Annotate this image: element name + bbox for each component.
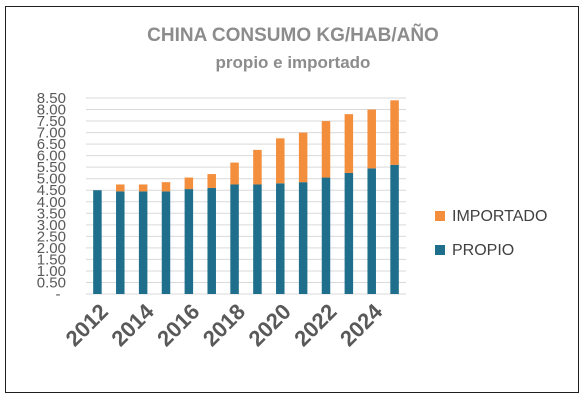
x-tick-label: 2022 (289, 299, 341, 351)
chart-subtitle: propio e importado (216, 53, 371, 72)
y-tick-label: 0.50 (37, 274, 66, 291)
bar-propio-2013 (116, 191, 125, 294)
bar-propio-2025 (390, 164, 399, 294)
bar-importado-2022 (321, 121, 331, 178)
bar-propio-2018 (230, 184, 239, 294)
y-tick-label: 8.00 (37, 102, 66, 119)
y-tick-label: 3.50 (37, 205, 66, 222)
bar-importado-2017 (207, 174, 216, 188)
y-tick-label: 2.00 (37, 240, 66, 257)
y-tick-label: 1.00 (37, 263, 66, 280)
bar-propio-2021 (298, 182, 308, 294)
y-tick-label: 4.50 (37, 182, 66, 199)
bar-propio-2023 (344, 172, 354, 294)
bar-importado-2015 (161, 182, 171, 192)
x-tick-label: 2018 (198, 299, 250, 351)
bar-importado-2019 (253, 149, 262, 185)
y-tick-label: - (56, 286, 61, 303)
chart-frame: CHINA CONSUMO KG/HAB/AÑO propio e import… (5, 6, 579, 393)
bar-propio-2022 (321, 177, 331, 294)
bar-importado-2021 (298, 132, 308, 183)
y-tick-label: 1.50 (37, 251, 66, 268)
x-tick-label: 2020 (244, 299, 296, 351)
bar-propio-2020 (276, 183, 285, 294)
chart-title: CHINA CONSUMO KG/HAB/AÑO (147, 24, 439, 46)
bar-propio-2019 (253, 184, 262, 294)
bar-propio-2015 (161, 191, 171, 294)
legend-swatch-importado (435, 211, 445, 221)
y-tick-label: 2.50 (37, 228, 66, 245)
bar-propio-2016 (184, 189, 194, 294)
gridlines (86, 97, 406, 295)
bar-importado-2016 (184, 177, 194, 190)
legend-swatch-propio (435, 245, 445, 255)
y-tick-label: 3.00 (37, 217, 66, 234)
bar-propio-2024 (367, 168, 376, 294)
legend-label-importado: IMPORTADO (452, 208, 547, 225)
y-tick-label: 7.50 (37, 113, 66, 130)
y-tick-label: 8.50 (37, 90, 66, 107)
bar-importado-2020 (276, 138, 285, 184)
chart-canvas: CHINA CONSUMO KG/HAB/AÑO propio e import… (37, 24, 548, 351)
bar-importado-2025 (390, 100, 399, 165)
legend-label-propio: PROPIO (452, 242, 514, 259)
y-tick-label: 6.50 (37, 136, 66, 153)
y-axis-tick-labels: -0.501.001.502.002.503.003.504.004.505.0… (37, 90, 66, 303)
y-tick-label: 6.00 (37, 148, 66, 165)
x-tick-label: 2012 (61, 299, 113, 351)
bar-propio-2017 (207, 187, 216, 294)
y-tick-label: 4.00 (37, 194, 66, 211)
bar-importado-2024 (367, 109, 376, 169)
bar-propio-2014 (138, 191, 148, 294)
bar-propio-2012 (93, 190, 102, 294)
bars (93, 100, 399, 294)
bar-importado-2018 (230, 162, 239, 185)
bar-importado-2013 (116, 184, 125, 192)
x-tick-label: 2024 (335, 298, 388, 351)
y-tick-label: 5.50 (37, 159, 66, 176)
bar-importado-2014 (138, 184, 148, 192)
x-tick-label: 2014 (106, 298, 159, 351)
y-tick-label: 7.00 (37, 125, 66, 142)
x-tick-label: 2016 (152, 299, 204, 351)
bar-importado-2023 (344, 114, 354, 173)
y-tick-label: 5.00 (37, 171, 66, 188)
legend: IMPORTADO PROPIO (435, 208, 547, 259)
